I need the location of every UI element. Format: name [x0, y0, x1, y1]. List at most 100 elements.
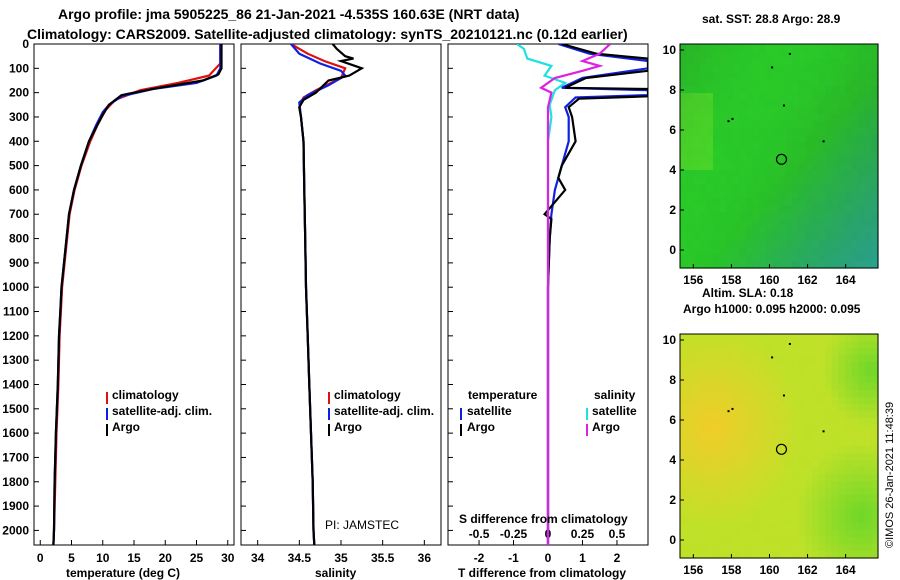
- map-sla-cell: [699, 362, 707, 370]
- map-sst-cell: [831, 142, 839, 150]
- island-dot: [822, 140, 825, 143]
- map-sla-cell: [818, 334, 826, 342]
- map-sst-cell: [699, 44, 707, 52]
- x-tick-label: 20: [159, 551, 173, 565]
- map-sla-cell: [713, 467, 721, 475]
- map-sla-cell: [765, 439, 773, 447]
- series-temperature-climatology: [52, 44, 222, 545]
- map-sst-cell: [680, 198, 688, 206]
- map-y-tick-label: 0: [669, 243, 676, 257]
- map-sla-cell: [759, 404, 767, 412]
- map-sst-cell: [858, 128, 866, 136]
- map-sla-cell: [699, 418, 707, 426]
- map-sst-cell: [713, 135, 721, 143]
- map-sst-cell: [798, 79, 806, 87]
- diff-legend-swatch-s-argo: [586, 424, 588, 436]
- depth-axis: 0100200300400500600700800900100011001200…: [2, 37, 453, 537]
- map-sla-cell: [858, 509, 866, 517]
- map-sla-cell: [858, 355, 866, 363]
- map-sst-cell: [752, 156, 760, 164]
- map-sst-cell: [732, 65, 740, 73]
- map-sst-cell: [732, 247, 740, 255]
- map-sla-cell: [699, 474, 707, 482]
- map-sla-cell: [825, 488, 833, 496]
- map-sst-cell: [779, 226, 787, 234]
- map-sla-cell: [785, 334, 793, 342]
- map-sst-cell: [812, 51, 820, 59]
- map-sla-cell: [831, 460, 839, 468]
- map-sst-cell: [746, 51, 754, 59]
- map-sla-cell: [805, 446, 813, 454]
- map-sla-cell: [739, 404, 747, 412]
- map-sst-cell: [812, 100, 820, 108]
- map-sla-cell: [772, 425, 780, 433]
- map-sst-cell: [818, 65, 826, 73]
- map-sst-cell: [858, 247, 866, 255]
- map-sst-cell: [785, 184, 793, 192]
- map-sst-cell: [851, 114, 859, 122]
- map-sla-cell: [765, 369, 773, 377]
- map-sla-cell: [825, 341, 833, 349]
- map-sst-cell: [680, 135, 688, 143]
- map-sla-cell: [785, 453, 793, 461]
- map-sla-cell: [779, 516, 787, 524]
- map-sst-cell: [838, 128, 846, 136]
- map-sst-cell: [732, 240, 740, 248]
- map-sla-cell: [838, 397, 846, 405]
- map-sla-cell: [713, 390, 721, 398]
- map-sst-cell: [693, 51, 701, 59]
- map-sst-cell: [686, 65, 694, 73]
- map-sst-cell: [726, 212, 734, 220]
- map-sst-cell: [686, 184, 694, 192]
- map-sst-cell: [858, 177, 866, 185]
- map-sst-cell: [798, 219, 806, 227]
- map-sla-cell: [845, 404, 853, 412]
- map-sla-cell: [732, 516, 740, 524]
- map-sst-cell: [851, 51, 859, 59]
- map-sst-cell: [713, 65, 721, 73]
- map-sla-cell: [851, 474, 859, 482]
- map-sla-cell: [680, 334, 688, 342]
- map-sla-cell: [785, 362, 793, 370]
- map-sst-cell: [719, 72, 727, 80]
- map-sla-cell: [831, 467, 839, 475]
- map-sla-cell: [693, 383, 701, 391]
- map-sla-cell: [706, 544, 714, 552]
- map-sst-cell: [871, 247, 879, 255]
- map-sst-cell: [858, 212, 866, 220]
- map-sla-cell: [759, 537, 767, 545]
- map-sla-cell: [706, 509, 714, 517]
- map-sla-cell: [726, 334, 734, 342]
- map-sla-cell: [765, 348, 773, 356]
- map-sla-cell: [686, 348, 694, 356]
- map-sst-cell: [765, 219, 773, 227]
- map-sst-cell: [726, 44, 734, 52]
- map-sst-cell: [845, 128, 853, 136]
- map-sla-cell: [719, 383, 727, 391]
- map-sla-cell: [719, 411, 727, 419]
- map-sst-cell: [785, 163, 793, 171]
- map-sla-cell: [746, 509, 754, 517]
- map-sst-cell: [831, 212, 839, 220]
- map-sla-cell: [818, 439, 826, 447]
- depth-tick-label: 1000: [2, 280, 29, 294]
- map-sla-cell: [706, 369, 714, 377]
- map-sla-cell: [719, 544, 727, 552]
- map-sst-cell: [706, 114, 714, 122]
- map-sla-cell: [732, 544, 740, 552]
- map-sla-cell: [831, 383, 839, 391]
- map-sst-cell: [792, 135, 800, 143]
- map-sst-cell: [739, 72, 747, 80]
- depth-tick-label: 100: [9, 61, 29, 75]
- map-sst-cell: [726, 170, 734, 178]
- x-tick-label: 35.5: [371, 551, 395, 565]
- map-sla-cell: [719, 453, 727, 461]
- map-sst-cell: [686, 226, 694, 234]
- map-sla-cell: [706, 460, 714, 468]
- argo-position-marker: [775, 443, 788, 455]
- map-sst-cell: [864, 100, 872, 108]
- diff-legend-swatch-t-argo: [460, 424, 462, 436]
- map-sst-cell: [825, 261, 833, 269]
- map-sst-cell: [772, 142, 780, 150]
